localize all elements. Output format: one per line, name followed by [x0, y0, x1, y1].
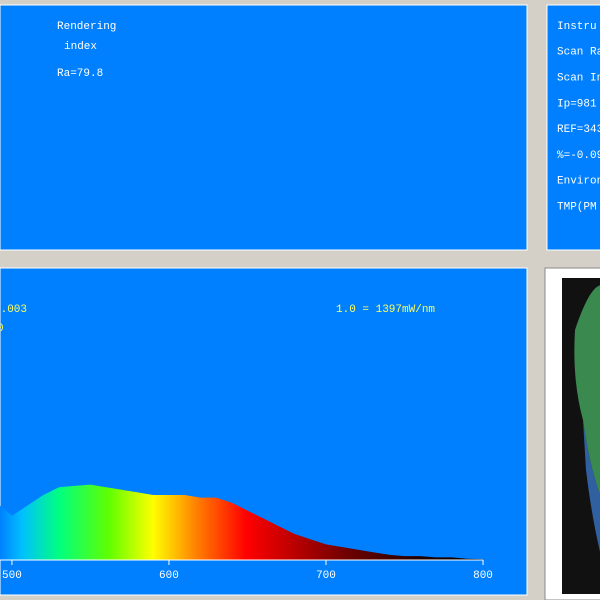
info-panel: [546, 4, 600, 251]
x-tick-label: 500: [2, 570, 22, 582]
chromaticity-gamut: [583, 420, 600, 552]
rendering-title: index: [64, 41, 97, 53]
chromaticity-gamut: [574, 285, 600, 495]
info-line: Ip=981: [557, 98, 597, 110]
scale-label: 1.0 = 1397mW/nm: [336, 304, 435, 316]
rendering-title: Rendering: [57, 21, 116, 33]
info-lines: Instru Scan Ra Scan In Ip=981 REF=343 %=-0.09…: [557, 21, 600, 214]
x-tick-label: 700: [316, 570, 336, 582]
spectrum-label: 0.003: [0, 304, 27, 316]
ra-value: Ra=79.8: [57, 68, 103, 80]
info-line: Scan In: [557, 73, 600, 85]
info-line: REF=343: [557, 124, 600, 136]
info-line: Environ: [557, 176, 600, 188]
x-tick-label: 600: [159, 570, 179, 582]
info-line: Instru: [557, 21, 597, 33]
spectrum-area: [0, 484, 484, 560]
x-tick-label: 800: [473, 570, 493, 582]
spectrum-label: 0: [0, 323, 4, 335]
info-line: Scan Ra: [557, 47, 600, 59]
info-line: %=-0.09: [557, 150, 600, 162]
info-line: TMP(PM: [557, 202, 597, 214]
spectrum-plot: 500 600 700 800: [0, 484, 493, 582]
rendering-panel: [0, 4, 528, 251]
